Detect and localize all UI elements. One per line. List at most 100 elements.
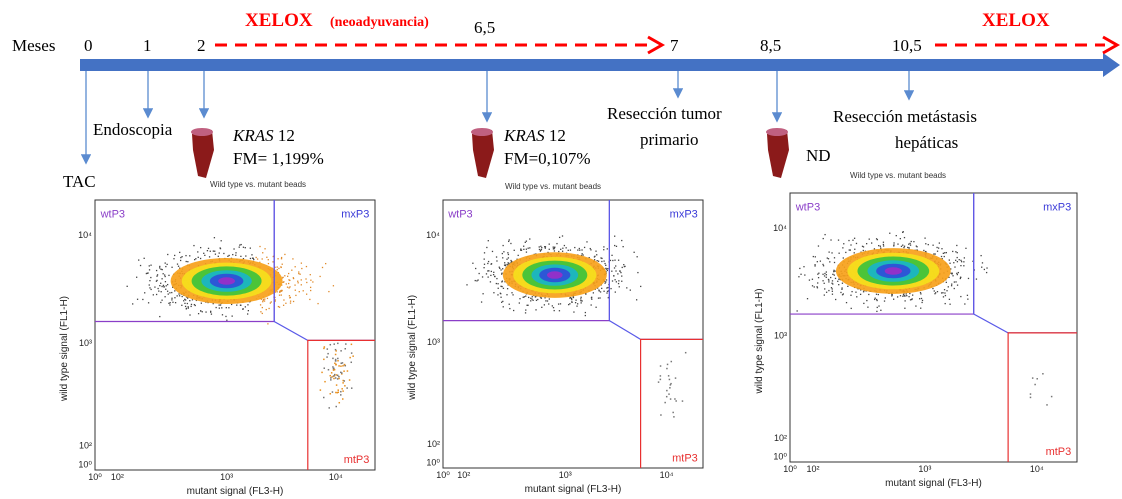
event-dot [279, 290, 282, 292]
event-dot [556, 242, 558, 245]
event-dot [956, 244, 958, 247]
event-dot [150, 288, 152, 291]
event-dot [957, 271, 960, 274]
event-dot [184, 305, 187, 308]
event-dot [490, 270, 492, 273]
event-dot [916, 246, 918, 248]
event-dot [965, 247, 967, 249]
event-dot [149, 287, 151, 289]
event-dot [239, 244, 241, 246]
event-dot [323, 347, 325, 350]
event-dot [342, 390, 344, 392]
event-dot [259, 261, 261, 264]
event-dot [162, 284, 165, 287]
event-dot [242, 246, 245, 248]
event-dot [850, 307, 852, 310]
event-dot [328, 290, 330, 293]
event-dot [589, 247, 591, 250]
event-dot [189, 314, 191, 316]
event-dot [893, 242, 895, 244]
event-dot [640, 285, 642, 288]
event-dot [504, 281, 506, 283]
event-dot [845, 251, 847, 254]
event-dot [611, 254, 613, 257]
event-dot [337, 391, 340, 393]
event-dot [581, 300, 583, 302]
event-dot [263, 300, 266, 302]
event-dot [333, 377, 335, 380]
event-dot [909, 244, 912, 246]
event-dot [223, 252, 225, 255]
event-dot [330, 372, 333, 374]
event-dot [629, 289, 631, 291]
event-dot [831, 290, 834, 292]
event-dot [334, 353, 337, 356]
event-dot [817, 273, 819, 275]
event-dot [217, 255, 219, 257]
event-dot [269, 302, 271, 304]
event-dot [849, 249, 852, 251]
event-dot [221, 314, 224, 316]
event-dot [541, 246, 543, 249]
event-dot [873, 298, 876, 301]
y-axis-label: wild type signal (FL1-H) [59, 296, 70, 402]
event-dot [201, 311, 203, 313]
event-dot [605, 281, 607, 283]
event-dot [831, 252, 833, 254]
event-dot [159, 315, 161, 318]
event-dot [907, 246, 909, 249]
event-dot [672, 411, 674, 414]
event-dot [659, 365, 662, 367]
event-dot [908, 247, 910, 249]
event-dot [266, 297, 269, 300]
event-dot [601, 257, 603, 260]
event-dot [292, 300, 295, 303]
event-dot [824, 233, 826, 236]
month: 1 [143, 36, 152, 55]
event-dot [981, 266, 983, 268]
event-dot [343, 370, 345, 372]
event-dot [569, 296, 572, 299]
event-dot [909, 292, 911, 295]
result: FM= 1,199% [233, 149, 324, 168]
plots: wtP3 mxP3 mtP3 Wild type vs. mutant beads 10… [59, 171, 1078, 497]
event-dot [674, 398, 676, 400]
event-dot [288, 279, 290, 281]
event-dot [876, 306, 878, 309]
event-dot [942, 292, 944, 294]
event-dot [838, 278, 840, 280]
event-dot [267, 259, 269, 261]
event-dot [955, 281, 957, 283]
event-dot [819, 260, 822, 262]
event-dot [546, 300, 549, 302]
event-dot [161, 268, 163, 271]
event-dot [899, 237, 901, 240]
event-dot [823, 294, 825, 296]
event-dot [847, 285, 849, 288]
event-dot [657, 381, 660, 383]
event-dot [964, 303, 966, 305]
event-dot [310, 289, 312, 292]
event-dot [832, 283, 834, 285]
event-dot [227, 255, 229, 257]
event-dot [136, 276, 138, 278]
event-dot [154, 286, 156, 288]
event-dot [831, 288, 833, 290]
event-dot [882, 241, 885, 243]
event-dot [842, 257, 844, 259]
event-dot [184, 302, 186, 305]
event-dot [332, 375, 335, 377]
event-dot [612, 259, 614, 262]
event-dot [530, 300, 532, 302]
event-dot [187, 261, 189, 263]
event-dot [981, 262, 984, 264]
event-dot [332, 285, 335, 287]
event-dot [604, 282, 606, 284]
event-dot [618, 280, 620, 282]
event-dot [837, 280, 839, 282]
event-dot [161, 299, 163, 301]
event-dot [280, 294, 282, 296]
event-dot [878, 305, 880, 307]
event-dot [502, 244, 504, 247]
event-dot [159, 284, 161, 287]
